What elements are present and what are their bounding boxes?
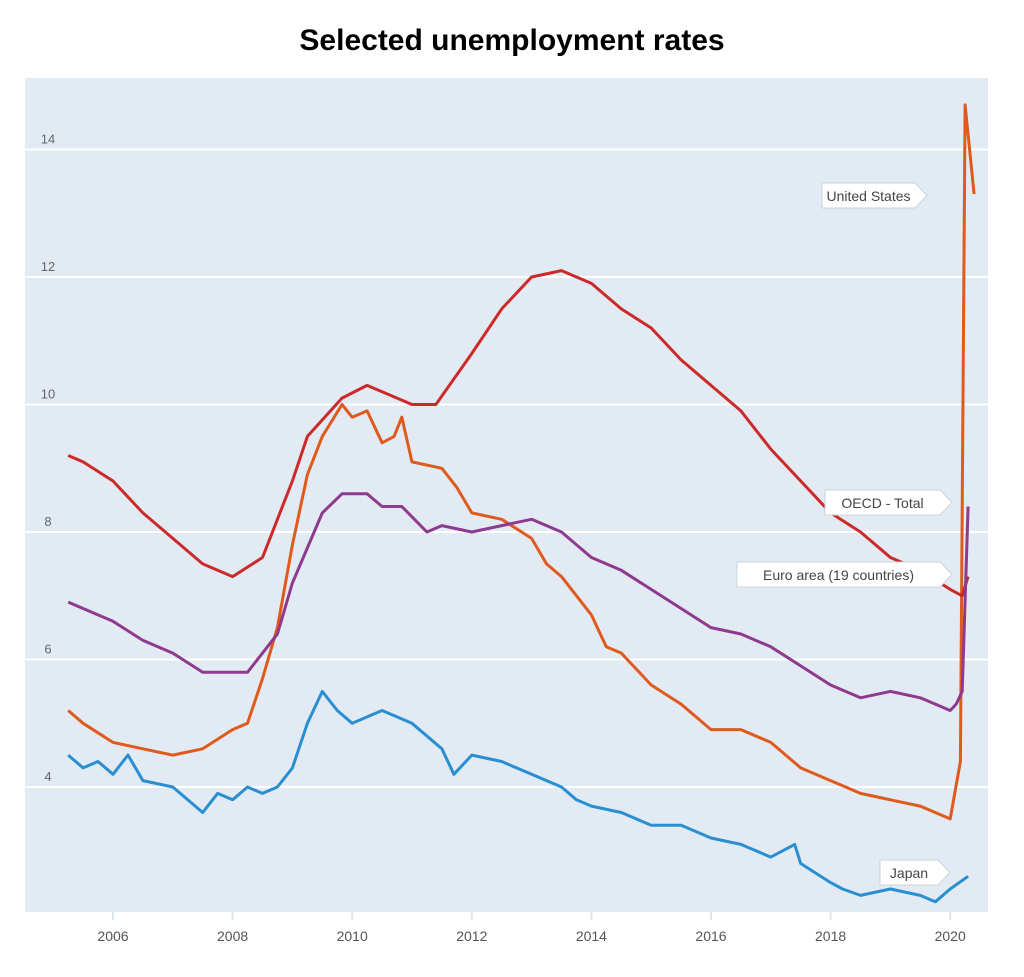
callout-text: Japan — [890, 865, 928, 881]
callout-box — [821, 182, 928, 209]
y-tick-label: 14 — [41, 132, 55, 147]
x-tick-label: 2006 — [97, 928, 128, 944]
callout-box — [824, 489, 953, 516]
y-tick-label: 4 — [44, 769, 51, 784]
x-tick-label: 2020 — [935, 928, 966, 944]
series-callout-label: United States — [821, 182, 928, 209]
x-tick-label: 2008 — [217, 928, 248, 944]
y-tick-label: 12 — [41, 259, 55, 274]
series-line-euro-area-19-countries- — [67, 269, 970, 598]
x-axis-band — [25, 912, 988, 956]
y-tick-label: 6 — [44, 642, 51, 657]
x-tick-label: 2012 — [456, 928, 487, 944]
series-line-japan — [67, 689, 969, 904]
callout-text: United States — [826, 188, 910, 204]
callout-text: OECD - Total — [841, 495, 923, 511]
x-tick-label: 2016 — [695, 928, 726, 944]
y-tick-label: 8 — [44, 514, 51, 529]
x-tick-label: 2014 — [576, 928, 607, 944]
series-callout-label: Euro area (19 countries) — [736, 561, 953, 588]
series-callout-label: OECD - Total — [824, 489, 953, 516]
callout-text: Euro area (19 countries) — [763, 567, 914, 583]
x-tick-label: 2018 — [815, 928, 846, 944]
series-callout-label: Japan — [879, 859, 951, 886]
chart-title: Selected unemployment rates — [299, 24, 725, 57]
x-tick-label: 2010 — [337, 928, 368, 944]
series-line-united-states — [67, 103, 976, 821]
y-tick-label: 10 — [41, 387, 55, 402]
series-line-oecd-total — [67, 492, 970, 712]
callout-box — [736, 561, 953, 588]
callout-box — [879, 859, 951, 886]
